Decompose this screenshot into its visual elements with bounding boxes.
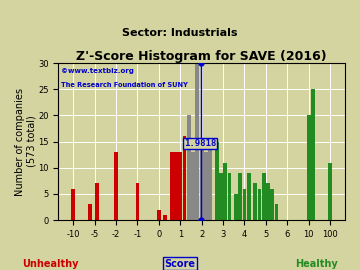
- Bar: [238, 173, 242, 220]
- Bar: [311, 89, 315, 220]
- Text: Healthy: Healthy: [296, 259, 338, 269]
- Bar: [215, 141, 219, 220]
- Bar: [200, 147, 204, 220]
- Bar: [328, 163, 332, 220]
- Bar: [243, 189, 246, 220]
- Bar: [191, 152, 195, 220]
- Bar: [136, 183, 139, 220]
- Bar: [247, 173, 251, 220]
- Bar: [234, 194, 238, 220]
- Bar: [71, 189, 75, 220]
- Text: ©www.textbiz.org: ©www.textbiz.org: [61, 68, 134, 74]
- Text: The Research Foundation of SUNY: The Research Foundation of SUNY: [61, 82, 188, 88]
- Bar: [219, 173, 223, 220]
- Bar: [95, 183, 99, 220]
- Bar: [223, 163, 227, 220]
- Bar: [262, 173, 266, 220]
- Bar: [208, 147, 212, 220]
- Text: Sector: Industrials: Sector: Industrials: [122, 28, 238, 38]
- Bar: [89, 204, 93, 220]
- Y-axis label: Number of companies
(573 total): Number of companies (573 total): [15, 87, 37, 195]
- Bar: [275, 204, 279, 220]
- Title: Z'-Score Histogram for SAVE (2016): Z'-Score Histogram for SAVE (2016): [76, 50, 327, 63]
- Bar: [170, 152, 174, 220]
- Bar: [228, 173, 231, 220]
- Bar: [174, 152, 178, 220]
- Bar: [183, 136, 186, 220]
- Bar: [187, 116, 191, 220]
- Text: 1.9818: 1.9818: [184, 139, 216, 148]
- Bar: [157, 210, 161, 220]
- Bar: [114, 152, 118, 220]
- Bar: [257, 189, 261, 220]
- Bar: [307, 116, 311, 220]
- Bar: [163, 215, 167, 220]
- Bar: [204, 152, 208, 220]
- Text: Score: Score: [165, 259, 195, 269]
- Bar: [178, 152, 182, 220]
- Bar: [253, 183, 257, 220]
- Bar: [195, 63, 199, 220]
- Bar: [266, 183, 270, 220]
- Text: Unhealthy: Unhealthy: [22, 259, 78, 269]
- Bar: [270, 189, 274, 220]
